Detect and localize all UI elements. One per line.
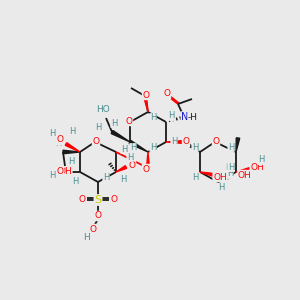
- Text: H: H: [218, 184, 224, 193]
- Text: H: H: [49, 130, 55, 139]
- Text: O: O: [142, 91, 149, 100]
- Text: O: O: [142, 164, 149, 173]
- Polygon shape: [236, 138, 240, 152]
- Text: N: N: [181, 112, 189, 122]
- Text: H: H: [72, 176, 78, 185]
- Text: OH: OH: [213, 172, 227, 182]
- Text: O: O: [89, 224, 97, 233]
- Text: H: H: [121, 145, 127, 154]
- Text: H: H: [192, 142, 198, 152]
- Text: H: H: [228, 142, 234, 152]
- Text: H: H: [130, 143, 136, 152]
- Text: O: O: [128, 160, 136, 169]
- Polygon shape: [183, 141, 200, 152]
- Text: H: H: [150, 113, 156, 122]
- Polygon shape: [166, 140, 184, 143]
- Text: H: H: [258, 155, 264, 164]
- Polygon shape: [146, 152, 149, 168]
- Text: H: H: [127, 152, 133, 161]
- Text: H: H: [120, 175, 126, 184]
- Text: HO: HO: [96, 104, 110, 113]
- Text: O: O: [79, 194, 86, 203]
- Text: OH: OH: [58, 167, 72, 176]
- Polygon shape: [236, 167, 250, 172]
- Text: H: H: [228, 163, 234, 172]
- Text: O: O: [125, 116, 133, 125]
- Text: H: H: [225, 163, 231, 172]
- Text: OH: OH: [250, 163, 264, 172]
- Polygon shape: [143, 96, 148, 112]
- Polygon shape: [65, 143, 80, 152]
- Text: H: H: [168, 112, 174, 121]
- Text: O: O: [56, 136, 64, 145]
- Text: O: O: [212, 136, 220, 146]
- Text: O: O: [92, 136, 100, 146]
- Text: -H: -H: [188, 112, 198, 122]
- Text: H: H: [150, 142, 156, 152]
- Text: H: H: [84, 233, 90, 242]
- Text: H: H: [49, 172, 55, 181]
- Text: O: O: [110, 194, 118, 203]
- Text: H: H: [171, 137, 177, 146]
- Text: O: O: [164, 89, 170, 98]
- Text: H: H: [95, 122, 101, 131]
- Polygon shape: [116, 166, 127, 172]
- Polygon shape: [200, 172, 214, 176]
- Text: H: H: [69, 128, 75, 136]
- Polygon shape: [129, 140, 148, 152]
- Text: OH: OH: [238, 170, 252, 179]
- Text: O: O: [94, 212, 101, 220]
- Text: H: H: [227, 169, 233, 178]
- Text: H: H: [55, 140, 61, 148]
- Text: O: O: [182, 137, 190, 146]
- Text: H: H: [192, 172, 198, 182]
- Text: O: O: [56, 167, 64, 176]
- Text: H: H: [68, 158, 74, 166]
- Polygon shape: [111, 130, 130, 142]
- Text: H: H: [111, 118, 117, 127]
- Text: OH: OH: [95, 107, 109, 116]
- Polygon shape: [63, 150, 80, 154]
- Text: H: H: [103, 172, 109, 182]
- Text: S: S: [94, 195, 102, 205]
